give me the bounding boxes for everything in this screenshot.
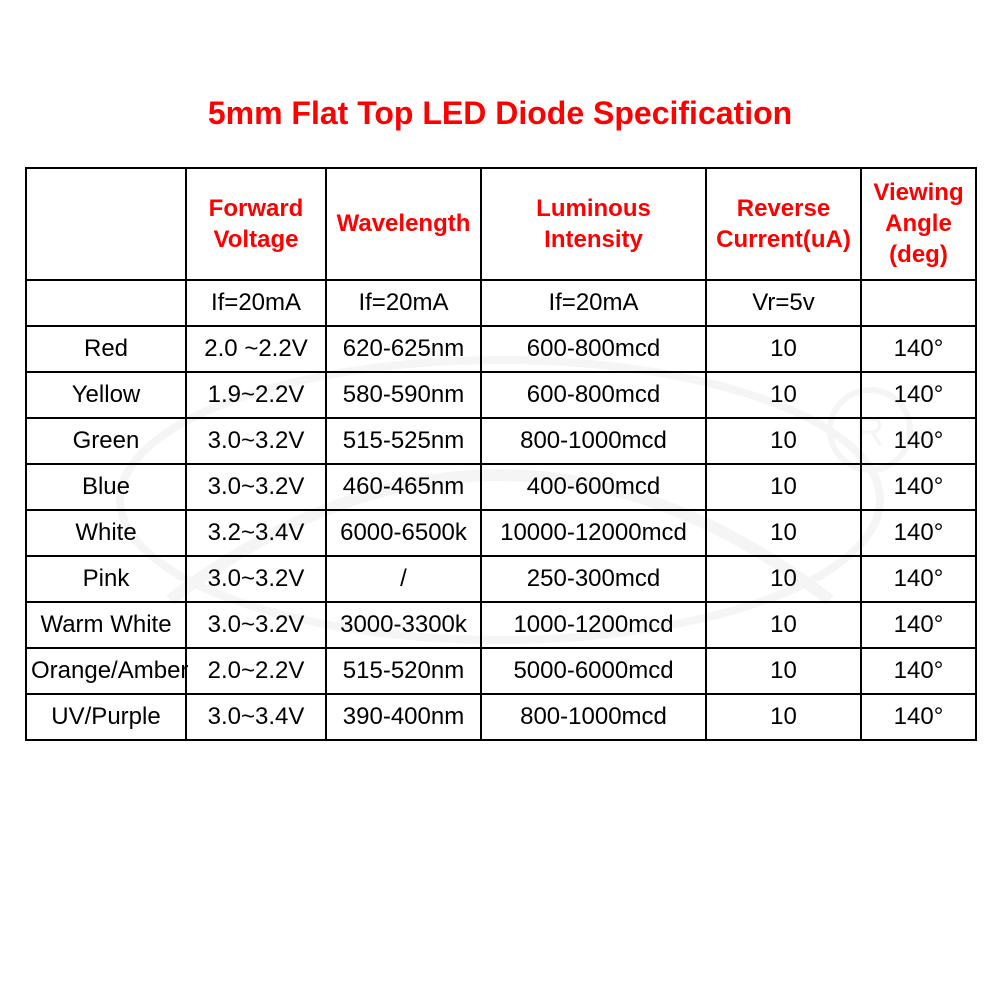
- condition-cell: If=20mA: [326, 280, 481, 326]
- cell-voltage: 1.9~2.2V: [186, 372, 326, 418]
- cell-luminous: 250-300mcd: [481, 556, 706, 602]
- spec-table: Forward Voltage Wavelength Luminous Inte…: [25, 167, 977, 741]
- cell-color: Red: [26, 326, 186, 372]
- cell-color: Yellow: [26, 372, 186, 418]
- cell-voltage: 3.0~3.2V: [186, 464, 326, 510]
- cell-reverse: 10: [706, 418, 861, 464]
- cell-viewing: 140°: [861, 556, 976, 602]
- header-color: [26, 168, 186, 280]
- cell-viewing: 140°: [861, 326, 976, 372]
- cell-wavelength: 515-525nm: [326, 418, 481, 464]
- table-row: Green 3.0~3.2V 515-525nm 800-1000mcd 10 …: [26, 418, 976, 464]
- spec-table-container: Forward Voltage Wavelength Luminous Inte…: [25, 167, 975, 741]
- cell-reverse: 10: [706, 510, 861, 556]
- cell-reverse: 10: [706, 326, 861, 372]
- cell-voltage: 3.0~3.2V: [186, 418, 326, 464]
- cell-wavelength: 620-625nm: [326, 326, 481, 372]
- cell-reverse: 10: [706, 556, 861, 602]
- cell-wavelength: 3000-3300k: [326, 602, 481, 648]
- cell-viewing: 140°: [861, 464, 976, 510]
- header-voltage: Forward Voltage: [186, 168, 326, 280]
- cell-wavelength: 580-590nm: [326, 372, 481, 418]
- cell-luminous: 1000-1200mcd: [481, 602, 706, 648]
- table-row: Blue 3.0~3.2V 460-465nm 400-600mcd 10 14…: [26, 464, 976, 510]
- cell-wavelength: 6000-6500k: [326, 510, 481, 556]
- cell-wavelength: 460-465nm: [326, 464, 481, 510]
- cell-luminous: 600-800mcd: [481, 372, 706, 418]
- cell-wavelength: /: [326, 556, 481, 602]
- cell-color: Warm White: [26, 602, 186, 648]
- cell-luminous: 800-1000mcd: [481, 694, 706, 740]
- cell-wavelength: 515-520nm: [326, 648, 481, 694]
- cell-reverse: 10: [706, 372, 861, 418]
- condition-row: If=20mA If=20mA If=20mA Vr=5v: [26, 280, 976, 326]
- cell-viewing: 140°: [861, 510, 976, 556]
- condition-cell: [861, 280, 976, 326]
- cell-color: UV/Purple: [26, 694, 186, 740]
- cell-luminous: 600-800mcd: [481, 326, 706, 372]
- condition-cell: Vr=5v: [706, 280, 861, 326]
- cell-viewing: 140°: [861, 372, 976, 418]
- cell-reverse: 10: [706, 602, 861, 648]
- table-row: White 3.2~3.4V 6000-6500k 10000-12000mcd…: [26, 510, 976, 556]
- header-reverse: Reverse Current(uA): [706, 168, 861, 280]
- cell-voltage: 3.0~3.2V: [186, 556, 326, 602]
- cell-reverse: 10: [706, 464, 861, 510]
- cell-color: Pink: [26, 556, 186, 602]
- table-row: Yellow 1.9~2.2V 580-590nm 600-800mcd 10 …: [26, 372, 976, 418]
- table-row: UV/Purple 3.0~3.4V 390-400nm 800-1000mcd…: [26, 694, 976, 740]
- header-viewing: Viewing Angle (deg): [861, 168, 976, 280]
- cell-voltage: 2.0~2.2V: [186, 648, 326, 694]
- cell-voltage: 2.0 ~2.2V: [186, 326, 326, 372]
- cell-viewing: 140°: [861, 418, 976, 464]
- table-header-row: Forward Voltage Wavelength Luminous Inte…: [26, 168, 976, 280]
- condition-cell: If=20mA: [186, 280, 326, 326]
- cell-color: Blue: [26, 464, 186, 510]
- cell-viewing: 140°: [861, 694, 976, 740]
- table-row: Orange/Amber 2.0~2.2V 515-520nm 5000-600…: [26, 648, 976, 694]
- table-row: Red 2.0 ~2.2V 620-625nm 600-800mcd 10 14…: [26, 326, 976, 372]
- cell-reverse: 10: [706, 648, 861, 694]
- header-luminous: Luminous Intensity: [481, 168, 706, 280]
- table-row: Warm White 3.0~3.2V 3000-3300k 1000-1200…: [26, 602, 976, 648]
- page-title: 5mm Flat Top LED Diode Specification: [0, 0, 1000, 167]
- cell-color: White: [26, 510, 186, 556]
- cell-viewing: 140°: [861, 648, 976, 694]
- cell-luminous: 10000-12000mcd: [481, 510, 706, 556]
- cell-luminous: 5000-6000mcd: [481, 648, 706, 694]
- cell-voltage: 3.2~3.4V: [186, 510, 326, 556]
- table-body: If=20mA If=20mA If=20mA Vr=5v Red 2.0 ~2…: [26, 280, 976, 740]
- condition-cell: If=20mA: [481, 280, 706, 326]
- table-row: Pink 3.0~3.2V / 250-300mcd 10 140°: [26, 556, 976, 602]
- cell-color: Green: [26, 418, 186, 464]
- cell-wavelength: 390-400nm: [326, 694, 481, 740]
- header-wavelength: Wavelength: [326, 168, 481, 280]
- cell-reverse: 10: [706, 694, 861, 740]
- cell-voltage: 3.0~3.2V: [186, 602, 326, 648]
- cell-voltage: 3.0~3.4V: [186, 694, 326, 740]
- cell-viewing: 140°: [861, 602, 976, 648]
- cell-color: Orange/Amber: [26, 648, 186, 694]
- condition-cell: [26, 280, 186, 326]
- cell-luminous: 800-1000mcd: [481, 418, 706, 464]
- cell-luminous: 400-600mcd: [481, 464, 706, 510]
